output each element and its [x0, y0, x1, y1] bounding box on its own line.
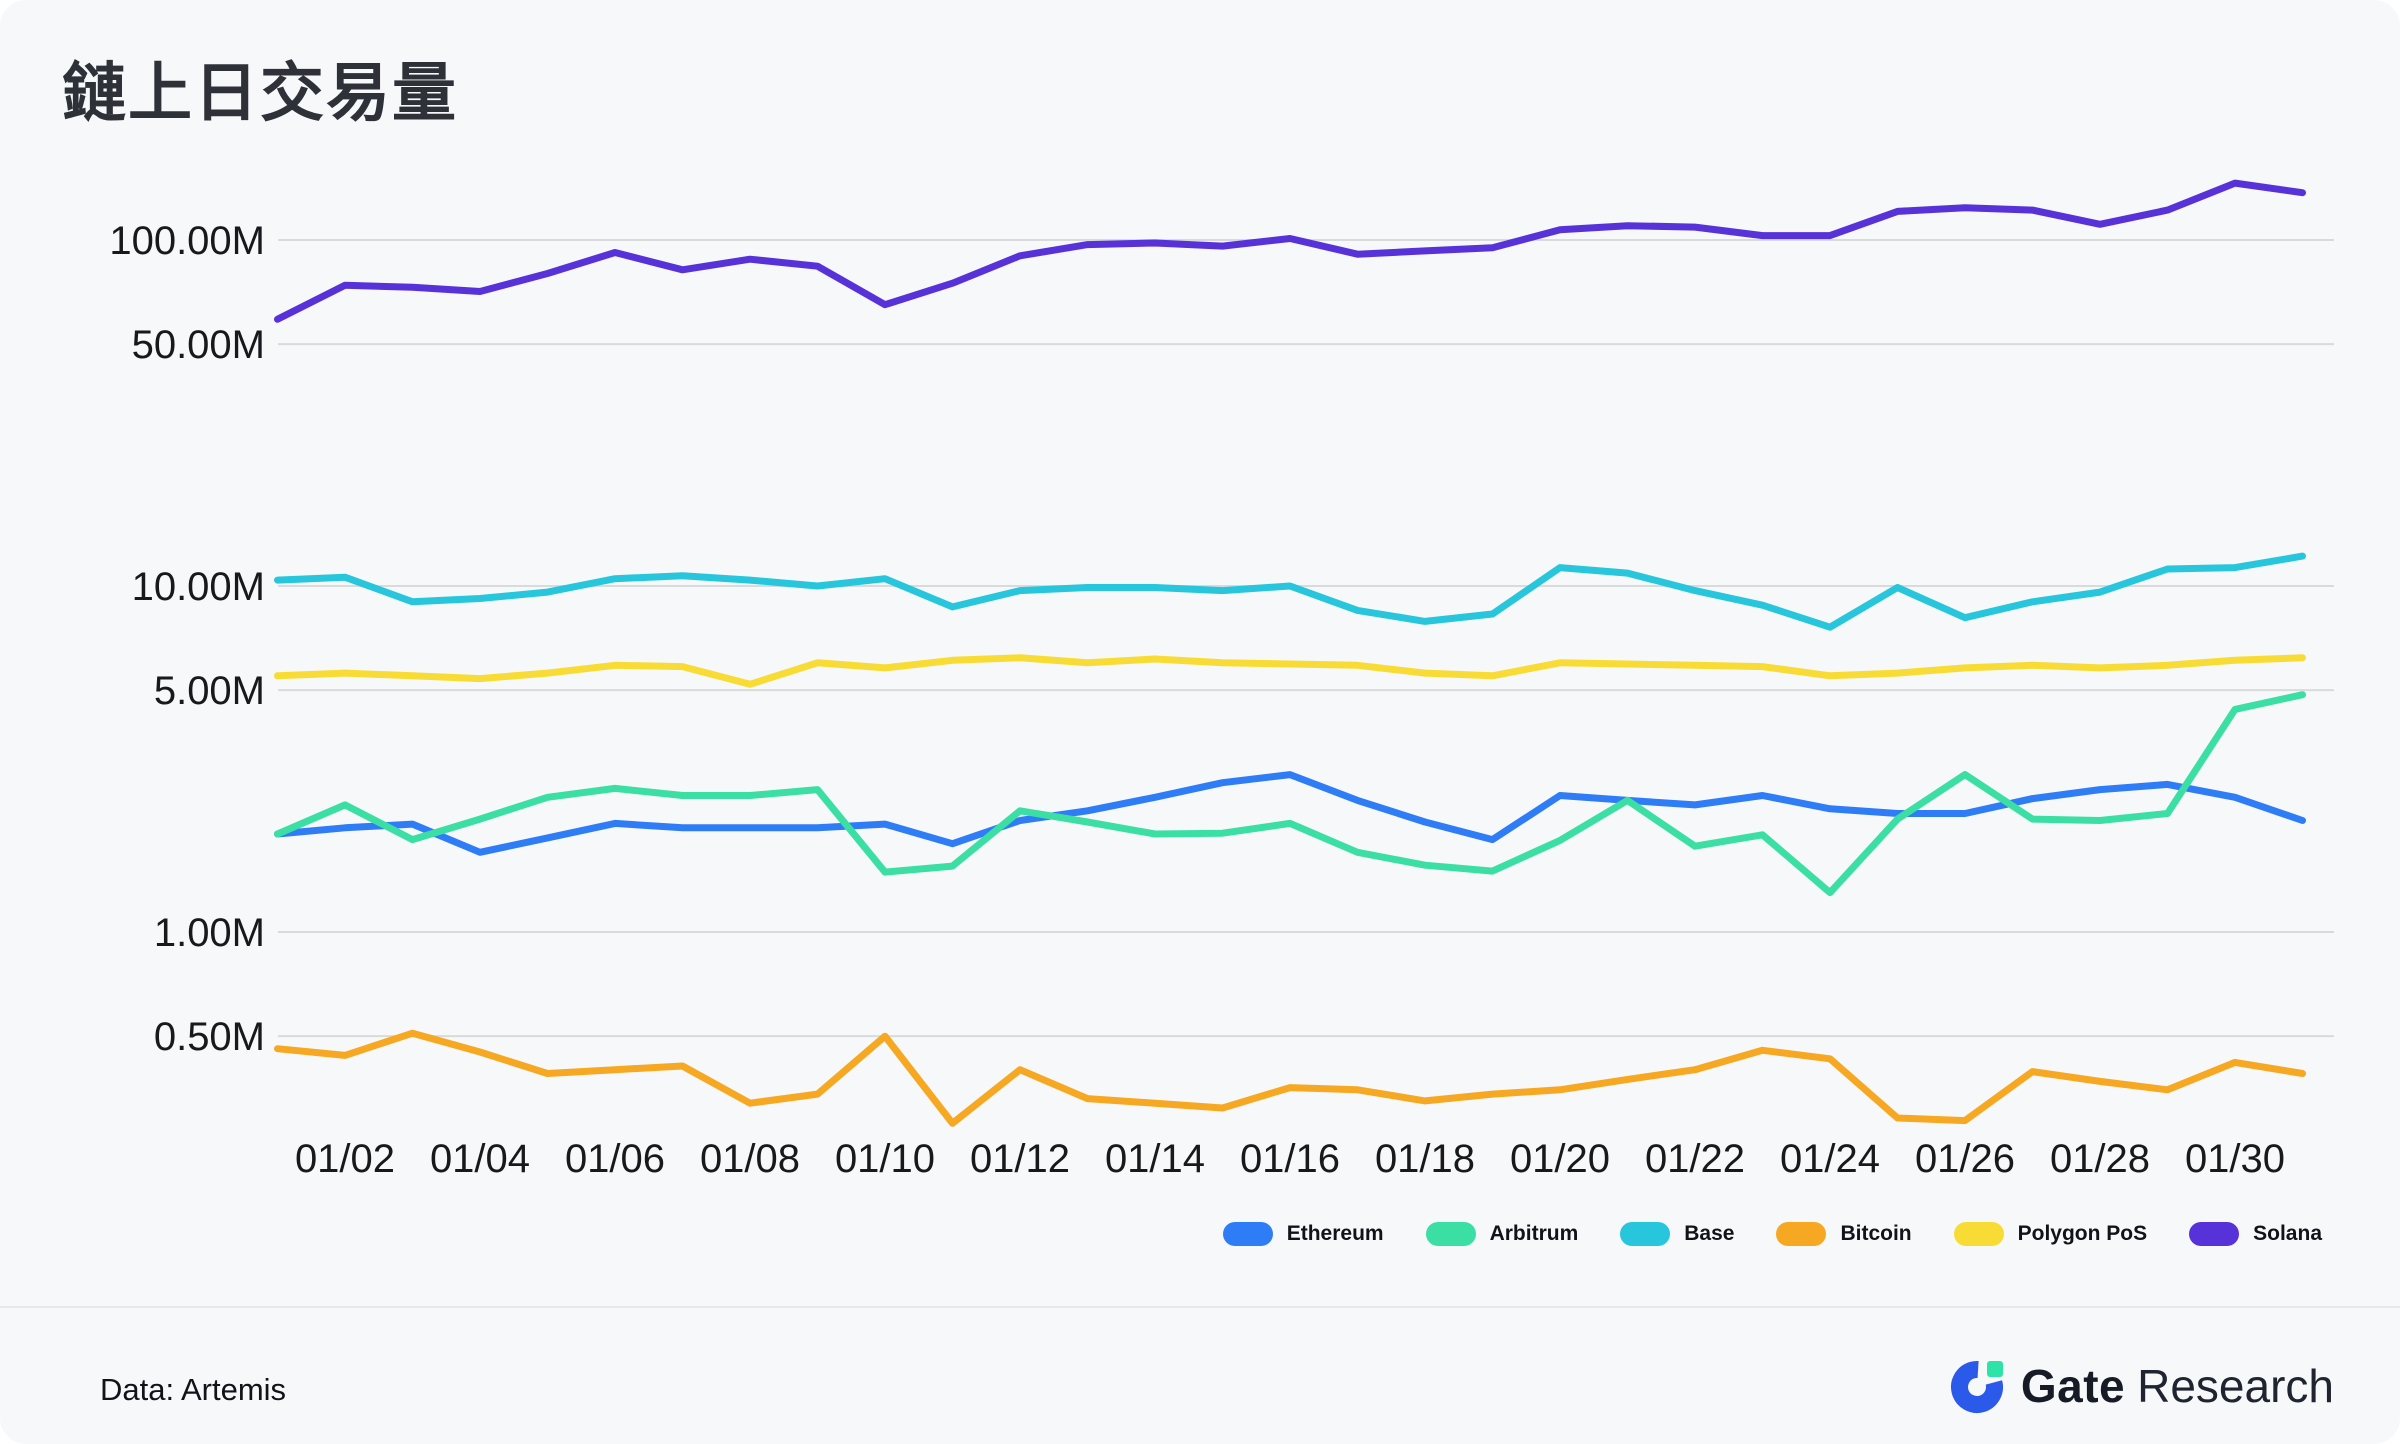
line-bitcoin — [274, 1029, 2306, 1127]
line-arbitrum — [274, 691, 2306, 897]
legend-item-solana[interactable]: Solana — [2189, 1222, 2322, 1246]
legend-item-polygon-pos[interactable]: Polygon PoS — [1953, 1222, 2148, 1246]
x-axis-tick-label: 01/14 — [1105, 1137, 1205, 1181]
x-axis-tick-label: 01/18 — [1375, 1137, 1475, 1181]
x-axis-tick-label: 01/02 — [295, 1137, 395, 1181]
legend-label-bitcoin: Bitcoin — [1840, 1222, 1912, 1245]
page-title: 鏈上日交易量 — [62, 57, 458, 129]
gate-research-logo: Gate Research — [1949, 1356, 2334, 1416]
legend-label-arbitrum: Arbitrum — [1489, 1222, 1579, 1245]
legend-swatch-solana — [2189, 1222, 2240, 1246]
x-axis-tick-label: 01/08 — [700, 1137, 800, 1181]
line-base — [274, 552, 2306, 631]
x-axis-tick-label: 01/12 — [970, 1137, 1070, 1181]
y-axis-tick-label: 10.00M — [132, 565, 265, 609]
y-axis-tick-label: 50.00M — [132, 323, 265, 367]
line-solana — [274, 179, 2306, 323]
legend-swatch-ethereum — [1222, 1222, 1273, 1246]
legend-item-base[interactable]: Base — [1620, 1222, 1734, 1246]
legend-swatch-bitcoin — [1776, 1222, 1827, 1246]
footer-divider — [0, 1306, 2400, 1308]
legend-label-polygon-pos: Polygon PoS — [2017, 1222, 2148, 1245]
x-axis-tick-label: 01/06 — [565, 1137, 665, 1181]
x-axis-tick-label: 01/30 — [2185, 1137, 2285, 1181]
legend-item-ethereum[interactable]: Ethereum — [1222, 1222, 1384, 1246]
gate-logo-icon — [1950, 1361, 2003, 1413]
legend-label-ethereum: Ethereum — [1286, 1222, 1384, 1245]
y-axis-tick-label: 0.50M — [154, 1015, 265, 1059]
x-axis-tick-label: 01/26 — [1915, 1137, 2015, 1181]
x-axis-tick-label: 01/10 — [835, 1137, 935, 1181]
x-axis-tick-label: 01/04 — [430, 1137, 530, 1181]
x-axis-tick-label: 01/22 — [1645, 1137, 1745, 1181]
legend-swatch-polygon-pos — [1953, 1222, 2004, 1246]
x-axis-tick-label: 01/24 — [1780, 1137, 1880, 1181]
brand-name-bold: Gate — [2020, 1360, 2126, 1412]
chart-legend: Ethereum Arbitrum Base Bitcoin Polygon PoS So… — [1222, 1222, 2322, 1246]
x-axis-tick-label: 01/20 — [1510, 1137, 1610, 1181]
y-axis-tick-label: 5.00M — [154, 669, 265, 713]
data-source-label: Data: Artemis — [100, 1372, 287, 1407]
x-axis-tick-label: 01/28 — [2050, 1137, 2150, 1181]
legend-label-solana: Solana — [2253, 1222, 2322, 1245]
y-axis-tick-label: 100.00M — [109, 219, 265, 263]
legend-label-base: Base — [1684, 1222, 1735, 1245]
line-chart: 100.00M 50.00M 10.00M 5.00M 1.00M 0.50M 01/02 0… — [109, 179, 2334, 1181]
line-ethereum — [274, 771, 2306, 856]
brand-name-regular: Research — [2137, 1360, 2334, 1412]
legend-swatch-base — [1620, 1222, 1671, 1246]
y-axis-tick-label: 1.00M — [154, 911, 265, 955]
legend-item-bitcoin[interactable]: Bitcoin — [1776, 1222, 1912, 1246]
legend-swatch-arbitrum — [1425, 1222, 1476, 1246]
line-polygon-pos — [274, 654, 2306, 688]
legend-item-arbitrum[interactable]: Arbitrum — [1425, 1222, 1579, 1246]
x-axis-tick-label: 01/16 — [1240, 1137, 1340, 1181]
